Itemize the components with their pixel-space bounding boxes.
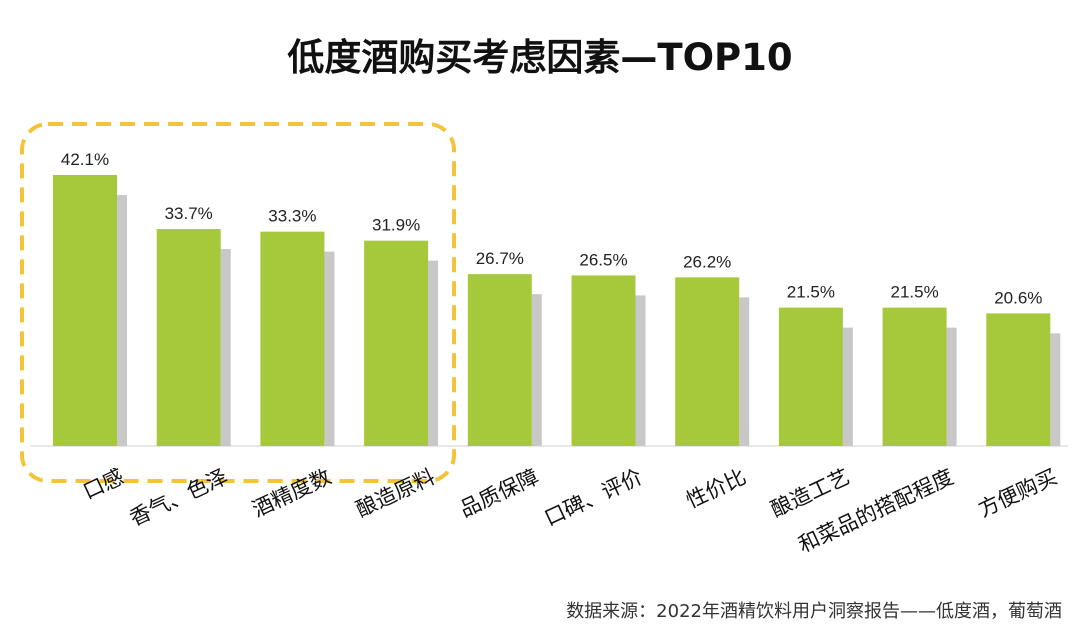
source-note: 数据来源：2022年酒精饮料用户洞察报告——低度酒，葡萄酒 [566,601,1062,622]
bar-shadow [1050,333,1061,446]
bar [778,307,843,446]
category-label: 性价比 [682,465,749,513]
value-label: 21.5% [890,283,938,302]
category-label: 方便购买 [975,465,1061,522]
category-label: 酿造原料 [352,465,438,522]
bar [53,175,117,446]
bar-shadow [324,251,335,446]
bars-group [53,175,1061,446]
bar-shadow [117,195,127,446]
bar-shadow [531,294,542,446]
bar [986,313,1051,446]
category-label: 酒精度数 [249,465,335,522]
bar-shadow [842,327,853,446]
value-label: 31.9% [372,216,420,235]
bar [675,277,740,446]
value-label: 42.1% [61,150,109,169]
value-label: 21.5% [787,283,835,302]
bar [260,231,325,446]
value-label: 26.7% [476,249,524,268]
bar [571,275,636,446]
category-label: 香气、色泽 [126,465,231,531]
category-label: 口感 [79,465,127,505]
value-label: 33.7% [165,204,213,223]
bar [882,307,947,446]
value-label: 33.3% [268,207,316,226]
value-labels-group: 42.1% 33.7% 33.3% 31.9% 26.7% 26.5% 26.2% 21.5%… [61,150,1043,307]
bar-shadow [635,295,646,446]
bar-shadow [946,327,957,446]
value-label: 26.5% [579,250,627,269]
bar-shadow [739,297,750,446]
bar-shadow [220,249,231,446]
bar [467,274,532,446]
category-label: 品质保障 [456,465,542,522]
bar [364,240,429,446]
bar [156,229,221,446]
category-label: 口碑、评价 [541,465,646,531]
value-label: 26.2% [683,252,731,271]
category-labels-group: 口感香气、色泽 酒精度数 酿造原料 品质保障口碑、评价 性价比 酿造工艺和菜品的搭配程度方… [79,465,1061,558]
value-label: 20.6% [994,288,1042,307]
bar-shadow [428,260,439,446]
chart-title: 低度酒购买考虑因素—TOP10 [287,36,792,79]
